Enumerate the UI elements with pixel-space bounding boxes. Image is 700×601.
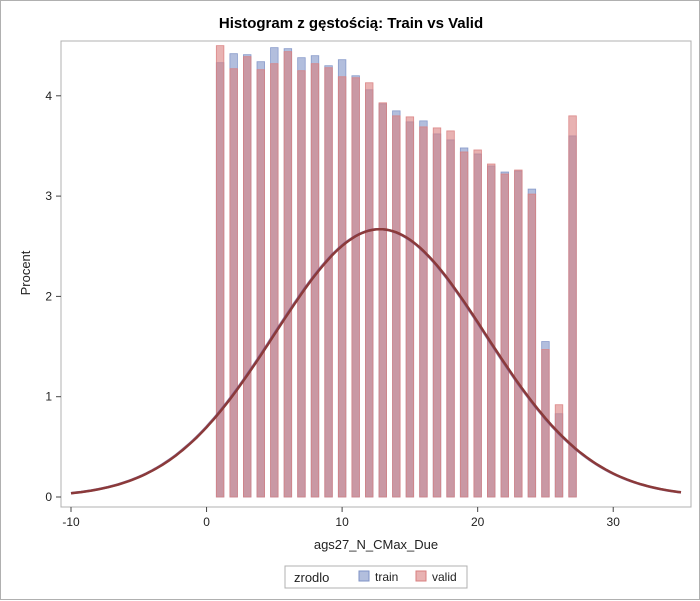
y-tick-label-2: 2 <box>45 289 52 303</box>
y-tick-label-1: 1 <box>45 390 52 404</box>
bar-valid-22 <box>500 173 509 498</box>
bar-valid-10 <box>337 76 347 498</box>
y-tick-label-3: 3 <box>45 189 52 203</box>
density-curves <box>70 227 682 495</box>
bar-valid-24 <box>527 193 537 498</box>
bar-valid-19 <box>459 151 469 498</box>
x-tick-label--10: -10 <box>62 515 80 529</box>
bar-valid-7 <box>297 70 306 498</box>
bar-valid-27 <box>568 115 577 498</box>
bar-valid-26 <box>554 404 564 498</box>
bar-valid-11 <box>351 77 360 498</box>
bar-valid-16 <box>419 126 428 498</box>
legend: zrodlo train valid <box>284 565 468 589</box>
legend-label-valid: valid <box>432 570 457 584</box>
y-axis-label: Procent <box>18 250 33 295</box>
bar-valid-5 <box>270 63 279 498</box>
chart-title: Histogram z gęstością: Train vs Valid <box>219 15 483 32</box>
bar-valid-13 <box>378 102 387 498</box>
bar-valid-21 <box>487 163 496 498</box>
bar-valid-12 <box>365 82 374 498</box>
x-tick-label-10: 10 <box>335 515 349 529</box>
bar-valid-3 <box>243 56 252 498</box>
x-tick-label-20: 20 <box>471 515 485 529</box>
x-axis: -10 0 10 20 30 <box>62 507 620 529</box>
legend-swatch-train <box>358 570 370 582</box>
legend-swatch-valid <box>415 570 427 582</box>
bar-valid-6 <box>283 51 293 498</box>
x-tick-label-0: 0 <box>203 515 210 529</box>
bar-valid-15 <box>405 116 415 498</box>
bar-valid-2 <box>229 68 238 498</box>
x-tick-label-30: 30 <box>607 515 621 529</box>
density-curve-valid <box>70 227 682 495</box>
legend-title: zrodlo <box>294 570 329 585</box>
bar-valid-18 <box>446 130 455 498</box>
y-tick-label-0: 0 <box>45 490 52 504</box>
bar-valid-1 <box>215 45 225 498</box>
plot-area <box>60 40 692 508</box>
y-axis: 0 1 2 3 4 <box>45 89 61 504</box>
x-axis-label: ags27_N_CMax_Due <box>314 537 438 552</box>
legend-label-train: train <box>375 570 398 584</box>
bar-valid-17 <box>432 127 442 498</box>
bar-valid-4 <box>256 69 265 498</box>
bar-valid-14 <box>392 115 401 498</box>
bar-valid-9 <box>324 67 333 498</box>
bar-valid-23 <box>514 169 523 498</box>
y-tick-label-4: 4 <box>45 89 52 103</box>
